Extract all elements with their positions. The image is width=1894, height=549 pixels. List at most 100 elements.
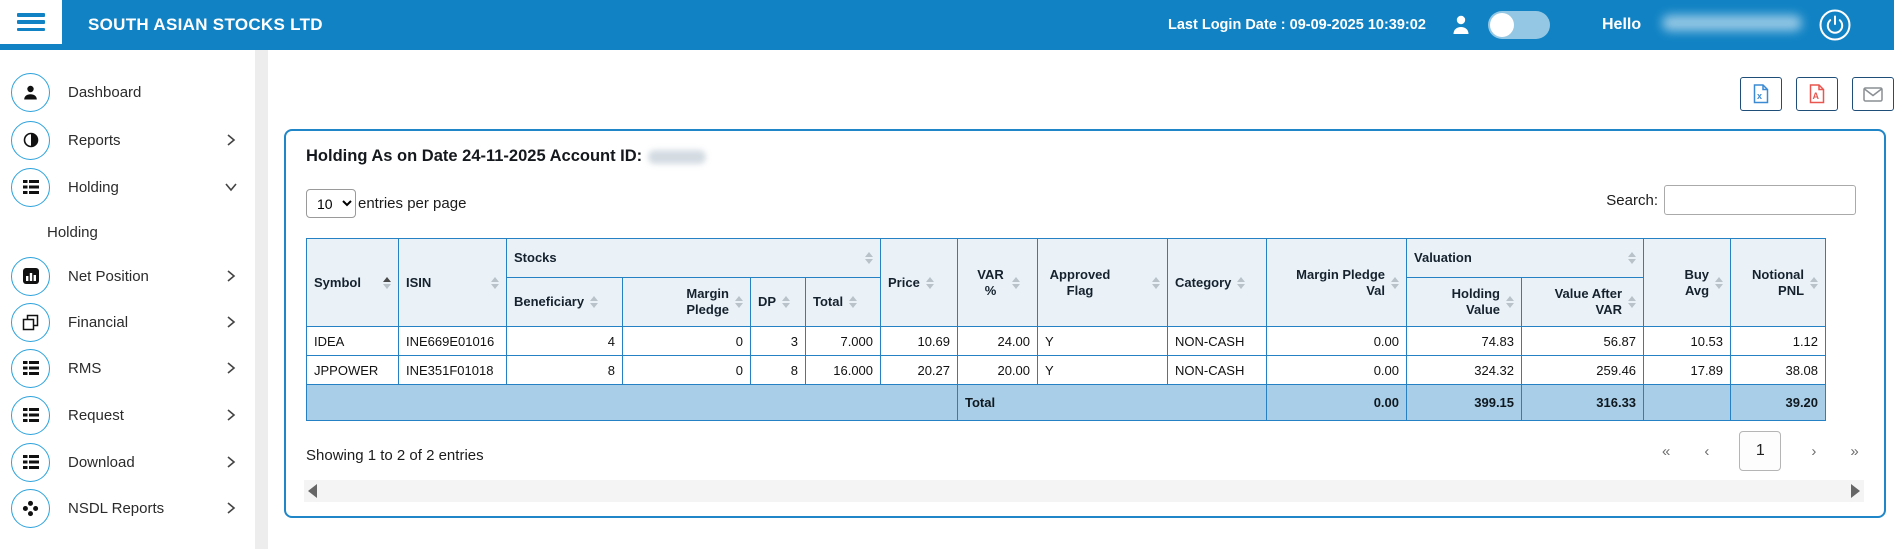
svg-text:x: x: [1757, 91, 1762, 101]
sidebar-item-reports[interactable]: Reports: [0, 120, 255, 160]
horizontal-scrollbar[interactable]: [304, 480, 1864, 502]
sidebar-item-holding[interactable]: Holding: [0, 167, 255, 207]
sidebar-item-label: Request: [68, 406, 124, 424]
sidebar-item-rms[interactable]: RMS: [0, 348, 255, 388]
column-label: Symbol: [314, 274, 361, 290]
sidebar-item-download[interactable]: Download: [0, 442, 255, 482]
search-input[interactable]: [1664, 185, 1856, 215]
column-header-approved-flag[interactable]: Approved Flag: [1037, 238, 1169, 327]
group-label: Valuation: [1414, 250, 1472, 266]
pagination-next-button[interactable]: ›: [1811, 442, 1817, 460]
pagination-first-button[interactable]: «: [1662, 442, 1671, 460]
column-header-symbol[interactable]: Symbol: [306, 238, 399, 327]
cell-value-after-var: 259.46: [1521, 355, 1645, 385]
column-group-valuation[interactable]: Valuation: [1406, 238, 1645, 278]
column-header-price[interactable]: Price: [880, 238, 959, 327]
total-row: Total 0.00 399.15 316.33 39.20: [305, 384, 1827, 421]
column-header-value-after-var[interactable]: Value After VAR: [1521, 277, 1645, 327]
pagination-prev-button[interactable]: ‹: [1704, 442, 1710, 460]
column-header-beneficiary[interactable]: Beneficiary: [506, 277, 623, 327]
sidebar-item-label: RMS: [68, 359, 102, 377]
column-header-holding-value[interactable]: Holding Value: [1406, 277, 1523, 327]
top-header-bar: SOUTH ASIAN STOCKS LTD Last Login Date :…: [0, 0, 1894, 50]
sidebar-item-label: Download: [68, 453, 135, 471]
sidebar-item-dashboard[interactable]: Dashboard: [0, 72, 255, 112]
group-label: Stocks: [514, 250, 557, 266]
column-header-margin-pledge[interactable]: Margin Pledge: [622, 277, 751, 327]
export-mail-button[interactable]: [1852, 77, 1894, 111]
svg-text:A: A: [1813, 91, 1820, 101]
cell-symbol: IDEA: [306, 326, 399, 356]
user-icon[interactable]: [1450, 13, 1472, 42]
cell-notional-pnl: 1.12: [1730, 326, 1827, 356]
export-excel-button[interactable]: x: [1740, 77, 1782, 111]
sort-icon: [1391, 276, 1400, 289]
export-pdf-button[interactable]: A: [1796, 77, 1838, 111]
column-header-margin-pledge-val[interactable]: Margin Pledge Val: [1266, 238, 1408, 327]
sort-icon: [1628, 252, 1637, 264]
cell-beneficiary: 4: [506, 326, 623, 356]
export-toolbar: x A: [1740, 77, 1894, 111]
hamburger-icon: [17, 13, 45, 31]
column-label: DP: [758, 294, 777, 310]
table-row: IDEA INE669E01016 4 0 3 7.000 10.69 24.0…: [306, 326, 1827, 356]
sidebar-item-label: Reports: [68, 131, 121, 149]
sidebar-item-nsdl-reports[interactable]: NSDL Reports: [0, 488, 255, 528]
sidebar-item-label: NSDL Reports: [68, 499, 165, 517]
menu-toggle-button[interactable]: [0, 0, 62, 44]
cell-margin-pledge-val: 0.00: [1266, 326, 1408, 356]
sort-icon: [1011, 276, 1020, 289]
column-label: Holding Value: [1451, 286, 1501, 317]
account-id-redacted: [648, 149, 707, 164]
page-title: Holding As on Date 24-11-2025 Account ID…: [306, 147, 707, 166]
column-label: Value After VAR: [1554, 286, 1623, 317]
cell-category: NON-CASH: [1167, 355, 1268, 385]
column-label: VAR %: [977, 266, 1004, 298]
cell-isin: INE351F01018: [398, 355, 507, 385]
bar-chart-icon: [11, 256, 50, 296]
sidebar-scrollbar[interactable]: [255, 50, 268, 549]
cell-dp: 3: [750, 326, 806, 356]
scroll-left-icon[interactable]: [308, 484, 317, 498]
table-row: JPPOWER INE351F01018 8 0 8 16.000 20.27 …: [306, 355, 1827, 385]
entries-per-page-select[interactable]: 10: [306, 189, 356, 218]
column-header-notional-pnl[interactable]: Notional PNL: [1730, 238, 1827, 327]
column-label: Notional PNL: [1752, 266, 1805, 298]
sort-icon: [1715, 276, 1724, 289]
column-label: Beneficiary: [514, 294, 585, 310]
sidebar-item-request[interactable]: Request: [0, 395, 255, 435]
list-icon: [11, 395, 50, 435]
column-header-category[interactable]: Category: [1167, 238, 1268, 327]
column-header-buy-avg[interactable]: Buy Avg: [1643, 238, 1732, 327]
contrast-icon: [11, 120, 50, 160]
column-header-total[interactable]: Total: [804, 277, 882, 327]
sidebar-subitem-holding[interactable]: Holding: [0, 212, 255, 252]
cell-beneficiary: 8: [506, 355, 623, 385]
sort-icon: [925, 276, 934, 289]
column-header-var-pct[interactable]: VAR %: [957, 238, 1039, 327]
chevron-right-icon: [225, 269, 237, 283]
sidebar-item-financial[interactable]: Financial: [0, 302, 255, 342]
cell-holding-value: 324.32: [1406, 355, 1523, 385]
total-notional-pnl: 39.20: [1730, 384, 1827, 421]
cell-category: NON-CASH: [1167, 326, 1268, 356]
sidebar-item-net-position[interactable]: Net Position: [0, 256, 255, 296]
sort-icon: [1506, 296, 1515, 308]
theme-toggle-switch[interactable]: [1488, 11, 1550, 39]
chevron-right-icon: [225, 133, 237, 147]
logout-power-button[interactable]: [1818, 8, 1852, 42]
column-header-dp[interactable]: DP: [750, 277, 806, 327]
scroll-right-icon[interactable]: [1851, 484, 1860, 498]
sort-icon: [491, 276, 499, 289]
sort-icon: [782, 296, 791, 308]
holdings-panel: Holding As on Date 24-11-2025 Account ID…: [284, 129, 1886, 518]
last-login-label: Last Login Date : 09-09-2025 10:39:02: [1168, 17, 1426, 33]
column-header-isin[interactable]: ISIN: [398, 238, 507, 327]
search-box: Search:: [1606, 185, 1856, 215]
pagination-last-button[interactable]: »: [1850, 442, 1859, 460]
sort-icon: [849, 296, 858, 308]
pagination-page-button[interactable]: 1: [1739, 431, 1782, 471]
column-group-stocks[interactable]: Stocks: [505, 238, 882, 278]
column-label: Price: [888, 274, 920, 290]
pagination: « ‹ 1 › »: [1658, 431, 1863, 471]
